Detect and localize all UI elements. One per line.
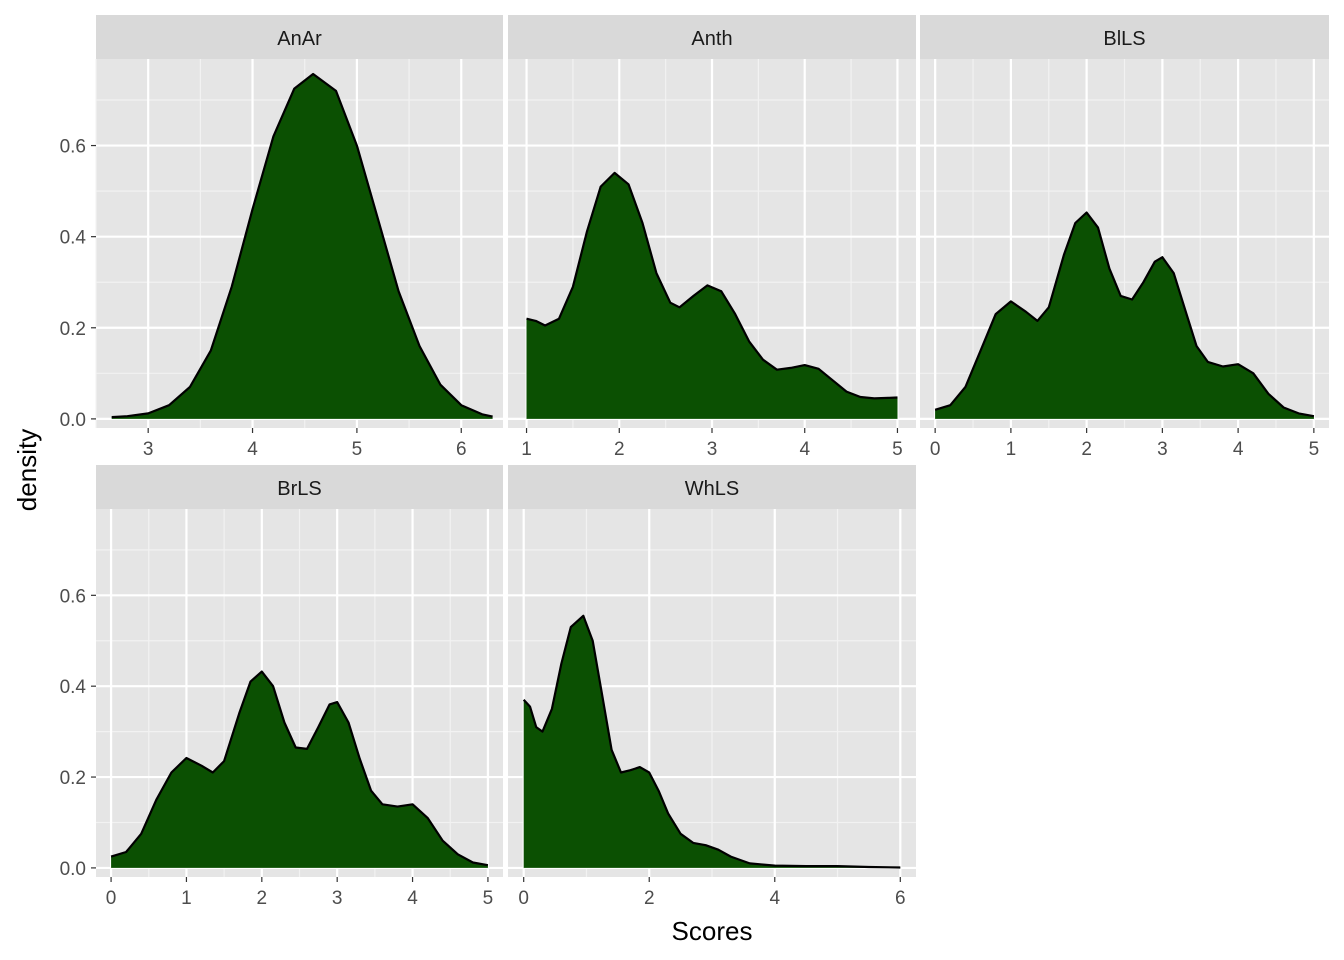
density-area xyxy=(526,172,898,419)
y-tick-label: 0.6 xyxy=(60,586,86,607)
x-tick-label: 6 xyxy=(456,439,467,460)
x-tick-label: 4 xyxy=(1233,439,1244,460)
x-tick-label: 2 xyxy=(257,888,268,909)
x-tick-label: 5 xyxy=(892,439,903,460)
x-tick-label: 2 xyxy=(614,439,625,460)
facet-anth: Anth 1 2 3 4 5 xyxy=(508,15,916,460)
facet-strip xyxy=(920,15,1329,59)
x-tick-label: 0 xyxy=(518,888,529,909)
density-outline xyxy=(110,670,489,867)
x-tick-label: 5 xyxy=(352,439,363,460)
facet-strip xyxy=(96,465,503,509)
x-tick-label: 0 xyxy=(930,439,941,460)
x-tick-label: 1 xyxy=(181,888,192,909)
y-axis-title: density xyxy=(12,429,42,511)
y-tick-label: 0.6 xyxy=(60,137,86,158)
facet-anar: AnAr 3 4 5 6 0.0 0.2 0.4 0.6 xyxy=(60,15,503,460)
y-tick-label: 0.4 xyxy=(60,228,87,249)
facet-brls: BrLS 0 1 2 3 4 5 0.0 0.2 0.4 0.6 xyxy=(60,465,503,909)
facet-strip-label: AnAr xyxy=(277,28,322,50)
x-tick-label: 4 xyxy=(247,439,258,460)
x-tick-label: 1 xyxy=(1006,439,1017,460)
facet-blls: BlLS 0 1 2 3 4 5 xyxy=(920,15,1329,460)
facet-strip xyxy=(508,15,916,59)
x-tick-label: 5 xyxy=(483,888,494,909)
density-area xyxy=(111,671,488,868)
density-area xyxy=(523,615,901,868)
x-tick-label: 4 xyxy=(769,888,780,909)
facet-whls: WhLS 0 2 4 6 xyxy=(508,465,916,909)
y-tick-label: 0.4 xyxy=(60,677,87,698)
x-tick-label: 1 xyxy=(521,439,532,460)
x-tick-label: 2 xyxy=(1081,439,1092,460)
facet-strip xyxy=(96,15,503,59)
facet-strip-label: BlLS xyxy=(1103,28,1145,50)
facet-strip xyxy=(508,465,916,509)
x-tick-label: 5 xyxy=(1309,439,1320,460)
x-tick-label: 6 xyxy=(895,888,906,909)
y-tick-label: 0.2 xyxy=(60,319,86,340)
density-area xyxy=(935,212,1314,419)
density-area xyxy=(111,74,493,419)
x-tick-label: 3 xyxy=(143,439,154,460)
facet-strip-label: BrLS xyxy=(277,478,321,500)
y-tick-label: 0.0 xyxy=(60,859,86,880)
x-tick-label: 4 xyxy=(799,439,810,460)
x-tick-label: 3 xyxy=(707,439,718,460)
x-axis-title: Scores xyxy=(672,916,753,946)
facet-strip-label: Anth xyxy=(691,28,732,50)
x-tick-label: 4 xyxy=(407,888,418,909)
x-tick-label: 2 xyxy=(644,888,655,909)
density-outline xyxy=(934,211,1315,418)
x-tick-label: 0 xyxy=(106,888,117,909)
density-outline xyxy=(526,171,898,400)
facet-strip-label: WhLS xyxy=(685,478,739,500)
density-outline xyxy=(111,72,493,419)
y-tick-label: 0.2 xyxy=(60,768,86,789)
density-outline xyxy=(522,614,901,869)
x-tick-label: 3 xyxy=(332,888,343,909)
y-tick-label: 0.0 xyxy=(60,410,86,431)
x-tick-label: 3 xyxy=(1157,439,1168,460)
